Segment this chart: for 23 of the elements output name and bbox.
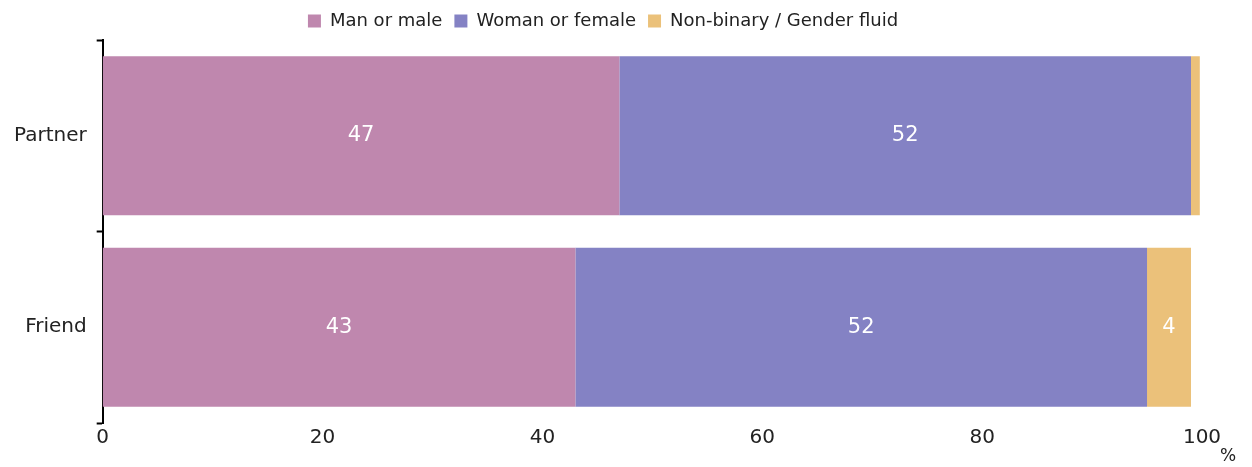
bar: [619, 56, 1192, 216]
data-label: 47: [347, 122, 375, 147]
bar: [102, 247, 576, 407]
data-label: 52: [891, 122, 919, 147]
data-label: 43: [325, 313, 353, 338]
x-tick-label: 60: [749, 424, 775, 449]
x-tick-label: 100: [1182, 424, 1222, 449]
bar: [1191, 56, 1200, 216]
x-axis-title: %: [1220, 445, 1237, 466]
legend-label: Woman or female: [476, 8, 637, 30]
x-tick-label: 40: [529, 424, 556, 449]
bar: [1147, 247, 1192, 407]
y-tick-label: Partner: [14, 121, 88, 146]
x-tick-label: 80: [969, 424, 995, 449]
x-tick-label: 20: [309, 424, 336, 449]
x-tick-label: 0: [96, 424, 110, 449]
bar: [575, 247, 1148, 407]
y-tick-label: Friend: [25, 313, 87, 338]
data-label: 52: [847, 313, 875, 338]
bar: [102, 56, 620, 216]
data-label: 4: [1162, 313, 1176, 338]
legend-label: Man or male: [329, 8, 443, 30]
legend-label: Non-binary / Gender fluid: [670, 8, 899, 30]
